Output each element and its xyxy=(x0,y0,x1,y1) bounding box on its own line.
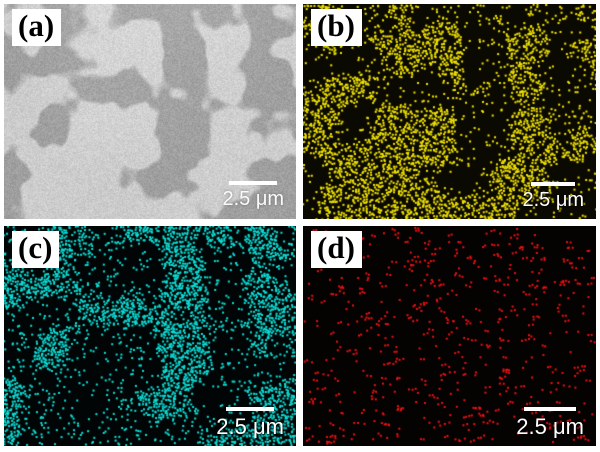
panel-b-scalebar: 2.5 μm xyxy=(522,182,584,212)
panel-d-label: (d) xyxy=(311,231,362,268)
scalebar-text: 2.5 μm xyxy=(516,414,584,439)
panel-c-label: (c) xyxy=(12,231,60,268)
panel-b-eds-map: (b) 2.5 μm xyxy=(303,4,596,219)
scalebar-text: 2.5 μm xyxy=(522,189,584,211)
panel-a-label: (a) xyxy=(12,9,62,46)
panel-d-scalebar: 2.5 μm xyxy=(516,407,584,440)
scalebar-line xyxy=(524,407,577,411)
panel-a-sem: (a) 2.5 μm xyxy=(4,4,296,219)
panel-a-scalebar: 2.5 μm xyxy=(222,181,284,211)
panel-d-eds-map: (d) 2.5 μm xyxy=(303,226,596,446)
panel-c-scalebar: 2.5 μm xyxy=(216,407,284,440)
scalebar-text: 2.5 μm xyxy=(222,188,284,210)
scalebar-text: 2.5 μm xyxy=(216,414,284,439)
panel-c-eds-map: (c) 2.5 μm xyxy=(4,226,296,446)
scalebar-line xyxy=(531,182,576,186)
scalebar-line xyxy=(229,181,278,185)
scalebar-line xyxy=(226,407,275,411)
panel-b-label: (b) xyxy=(311,9,362,46)
